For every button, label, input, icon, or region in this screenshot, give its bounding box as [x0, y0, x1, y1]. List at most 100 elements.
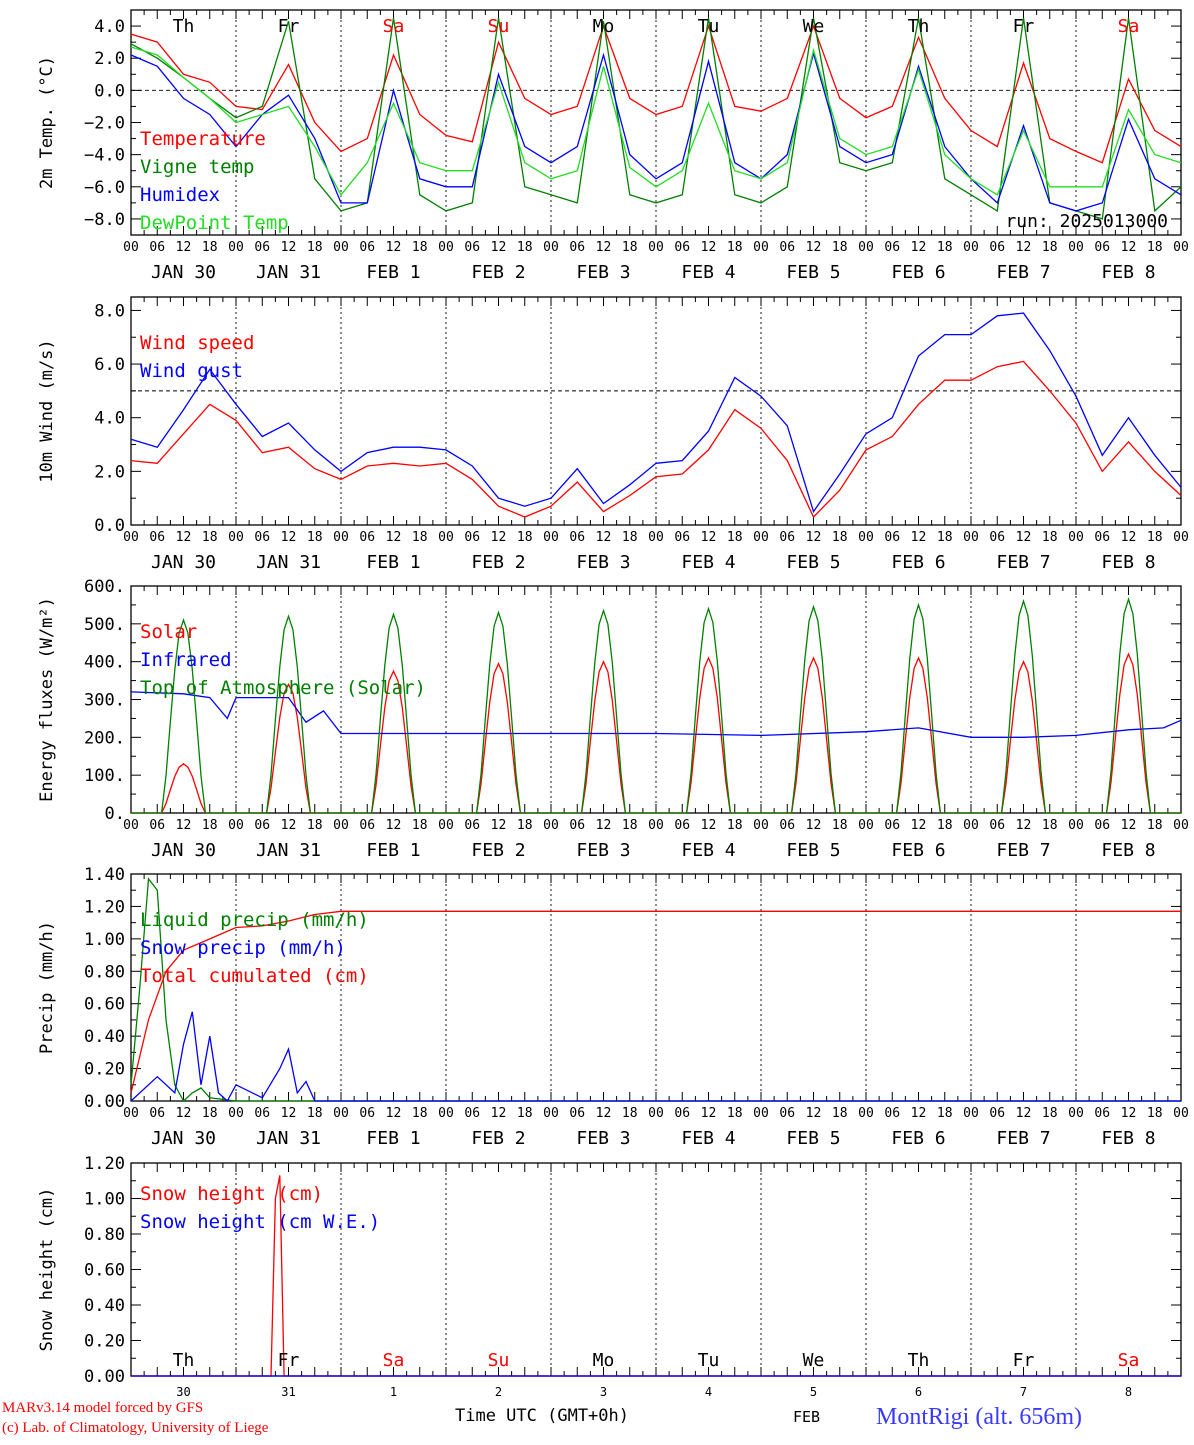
- y-tick-label: 2.0: [94, 462, 125, 482]
- hour-label: 00: [543, 530, 559, 545]
- hour-label: 00: [648, 1106, 664, 1121]
- date-label: FEB 3: [576, 552, 630, 573]
- hour-label: 06: [1094, 240, 1110, 255]
- hour-label: 18: [622, 1106, 638, 1121]
- date-label: JAN 31: [256, 262, 321, 283]
- date-label: FEB 1: [366, 552, 420, 573]
- hour-label: 18: [727, 1106, 743, 1121]
- date-label: FEB 6: [891, 552, 945, 573]
- hour-label: 06: [569, 530, 585, 545]
- weekday-label: Tu: [698, 1350, 720, 1371]
- day-number-label: 6: [915, 1385, 922, 1399]
- weekday-label: Th: [908, 1350, 930, 1371]
- hour-label: 18: [412, 1106, 428, 1121]
- hour-label: 12: [911, 530, 927, 545]
- hour-label: 00: [438, 240, 454, 255]
- hour-label: 00: [228, 240, 244, 255]
- date-label: FEB 3: [576, 840, 630, 861]
- y-tick-label: −4.0: [84, 146, 125, 166]
- weekday-label: Th: [173, 16, 195, 37]
- hour-label: 00: [963, 1106, 979, 1121]
- hour-label: 12: [491, 240, 507, 255]
- hour-label: 00: [1068, 530, 1084, 545]
- series-line: [130, 691, 1182, 738]
- hour-label: 18: [622, 240, 638, 255]
- y-tick-label: 0.40: [84, 1027, 125, 1047]
- hour-label: 00: [648, 240, 664, 255]
- hour-label: 18: [622, 530, 638, 545]
- hour-label: 12: [176, 530, 192, 545]
- hour-label: 18: [832, 1106, 848, 1121]
- hour-label: 06: [1094, 818, 1110, 833]
- date-label: FEB 4: [681, 840, 735, 861]
- legend-entry: Humidex: [140, 184, 220, 206]
- hour-label: 12: [386, 240, 402, 255]
- hour-label: 18: [1147, 818, 1163, 833]
- hour-label: 06: [884, 818, 900, 833]
- day-number-label: 31: [281, 1385, 295, 1399]
- hour-label: 00: [543, 1106, 559, 1121]
- station-title: MontRigi (alt. 656m): [876, 1404, 1082, 1430]
- y-tick-label: 0.60: [84, 1261, 125, 1281]
- series-line: [130, 360, 1182, 519]
- hour-label: 06: [1094, 530, 1110, 545]
- y-tick-label: −6.0: [84, 178, 125, 198]
- hour-label: 12: [176, 818, 192, 833]
- hour-label: 00: [1173, 240, 1189, 255]
- date-label: JAN 30: [151, 1128, 216, 1149]
- hour-label: 06: [674, 818, 690, 833]
- hour-label: 12: [701, 1106, 717, 1121]
- date-label: FEB 4: [681, 552, 735, 573]
- panel-4: 0.00 0.20 0.40 0.60 0.80 1.00 1.20 1.40 Precip (…: [37, 865, 1189, 1149]
- hour-label: 12: [176, 240, 192, 255]
- weekday-label: Sa: [1118, 16, 1140, 37]
- hour-label: 06: [569, 1106, 585, 1121]
- y-axis-label: Precip (mm/h): [37, 921, 57, 1054]
- weekday-label: Fr: [278, 16, 300, 37]
- date-label: JAN 31: [256, 552, 321, 573]
- legend-entry: Infrared: [140, 649, 232, 671]
- date-label: FEB 8: [1101, 262, 1155, 283]
- lab-credit: (c) Lab. of Climatology, University of L…: [2, 1420, 269, 1436]
- series-line: [130, 910, 1181, 1094]
- weekday-label: Sa: [383, 1350, 405, 1371]
- y-tick-label: 0.0: [94, 81, 125, 101]
- hour-label: 12: [386, 818, 402, 833]
- hour-label: 12: [1121, 240, 1137, 255]
- hour-label: 12: [701, 818, 717, 833]
- panel-2: 0.0 2.0 4.0 6.0 8.0 10m Wind (m/s) Wind speed W…: [37, 296, 1189, 573]
- hour-label: 06: [359, 240, 375, 255]
- hour-label: 00: [438, 530, 454, 545]
- hour-label: 00: [963, 818, 979, 833]
- y-tick-label: −2.0: [84, 114, 125, 134]
- y-axis-label: Energy fluxes (W/m²): [37, 597, 57, 802]
- date-label: FEB 6: [891, 1128, 945, 1149]
- date-label: FEB 8: [1101, 552, 1155, 573]
- y-tick-label: 8.0: [94, 301, 125, 321]
- hour-label: 12: [596, 530, 612, 545]
- hour-label: 18: [202, 530, 218, 545]
- date-label: FEB 7: [996, 1128, 1050, 1149]
- date-label: FEB 5: [786, 552, 840, 573]
- hour-label: 18: [727, 530, 743, 545]
- hour-label: 06: [464, 818, 480, 833]
- series-line: [130, 46, 1182, 196]
- hour-label: 12: [701, 240, 717, 255]
- series-line: [130, 17, 1182, 220]
- hour-label: 06: [989, 530, 1005, 545]
- hour-label: 18: [1147, 240, 1163, 255]
- day-number-label: 8: [1125, 1385, 1132, 1399]
- hour-label: 18: [1042, 1106, 1058, 1121]
- day-number-label: 5: [810, 1385, 817, 1399]
- date-label: FEB 6: [891, 262, 945, 283]
- hour-label: 00: [123, 818, 139, 833]
- hour-label: 06: [149, 530, 165, 545]
- hour-label: 06: [569, 818, 585, 833]
- legend-entry: Vigne temp: [140, 156, 254, 178]
- hour-label: 12: [806, 1106, 822, 1121]
- y-axis-label: Snow height (cm): [37, 1188, 57, 1352]
- hour-label: 06: [884, 240, 900, 255]
- date-label: FEB 8: [1101, 840, 1155, 861]
- hour-label: 18: [202, 818, 218, 833]
